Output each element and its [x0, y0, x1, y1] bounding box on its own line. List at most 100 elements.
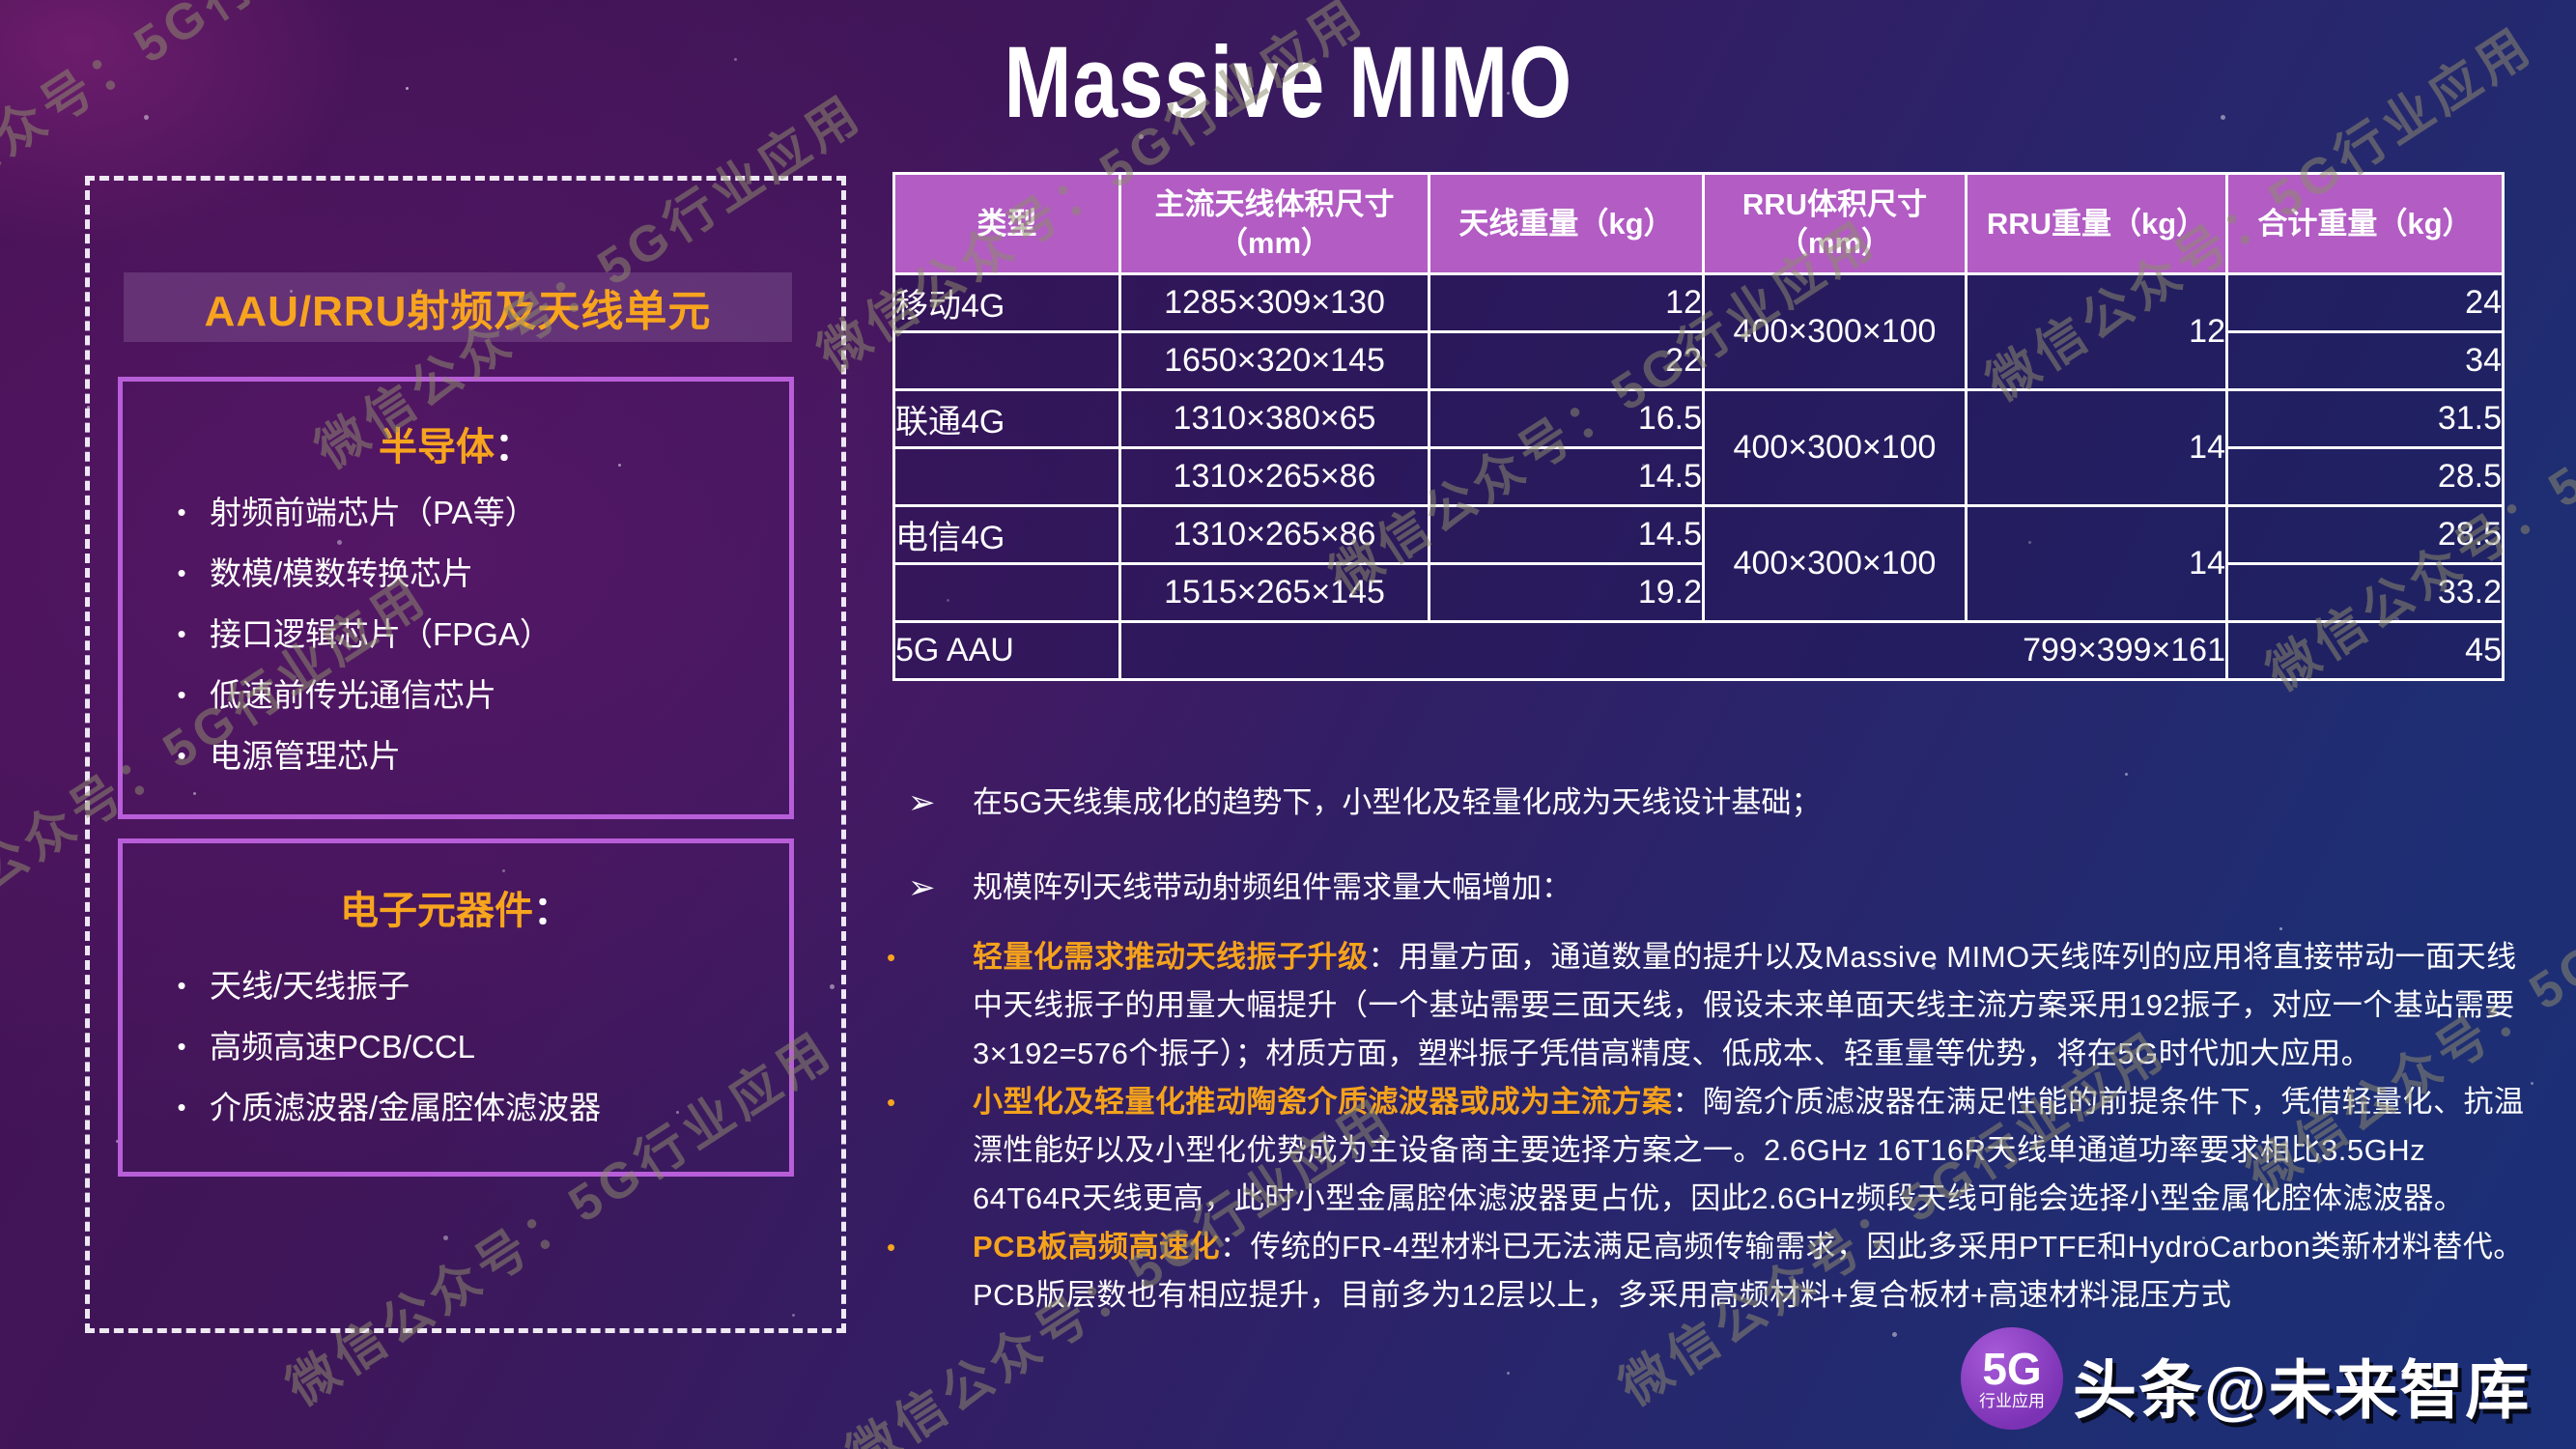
note-paragraph: PCB板高频高速化：传统的FR-4型材料已无法满足高频传输需求，因此多采用PTF… [973, 1223, 2527, 1320]
list-item-label: 接口逻辑芯片（FPGA） [210, 616, 552, 652]
components-list: • 天线/天线振子 • 高频高速PCB/CCL • 介质滤波器/金属腔体滤波器 [154, 955, 779, 1138]
table-header-row: 类型 主流天线体积尺寸（mm） 天线重量（kg） RRU体积尺寸（mm） RRU… [892, 172, 2505, 275]
components-title: 电子元器件： [123, 884, 789, 938]
page-title: Massive MIMO [0, 25, 2576, 141]
column-header-rru-size: RRU体积尺寸（mm） [1702, 172, 1967, 275]
note-body-text: ：用量方面，通道数量的提升以及Massive MIMO天线阵列的应用将直接带动一… [973, 940, 2517, 1070]
cell-rru-weight: 14 [1965, 388, 2228, 507]
bullet-icon: • [177, 741, 186, 770]
list-item-label: 高频高速PCB/CCL [210, 1029, 476, 1065]
list-item: • 电源管理芯片 [154, 725, 779, 786]
bullet-icon: • [887, 1088, 896, 1117]
note-dot-item: • PCB板高频高速化：传统的FR-4型材料已无法满足高频传输需求，因此多采用P… [885, 1223, 2527, 1320]
cell-antenna-weight: 14.5 [1428, 504, 1705, 565]
components-title-text: 电子元器件 [340, 890, 533, 932]
cell-rru-size: 400×300×100 [1702, 272, 1967, 391]
column-header-antenna-size: 主流天线体积尺寸（mm） [1118, 172, 1430, 275]
cell-type: 移动4G [892, 272, 1121, 333]
list-item: • 介质滤波器/金属腔体滤波器 [154, 1077, 779, 1138]
note-lead-text: PCB板高频高速化 [973, 1230, 1220, 1264]
note-dot-item: • 小型化及轻量化推动陶瓷介质滤波器或成为主流方案：陶瓷介质滤波器在满足性能的前… [885, 1078, 2527, 1223]
cell-total-weight: 33.2 [2225, 562, 2505, 623]
bullet-icon: • [887, 1233, 896, 1262]
logo-sub-text: 行业应用 [1979, 1392, 2045, 1410]
cell-total-weight: 28.5 [2225, 504, 2505, 565]
bullet-icon: • [887, 943, 896, 972]
left-panel-dashed-frame [85, 176, 846, 1333]
left-panel-header: AAU/RRU射频及天线单元 [124, 272, 792, 342]
cell-antenna-size: 1515×265×145 [1118, 562, 1430, 623]
page-title-text: Massive MIMO [1004, 26, 1572, 139]
table-row: 联通4G 1310×380×65 16.5 400×300×100 14 31.… [892, 388, 2505, 507]
column-header-total-weight: 合计重量（kg） [2225, 172, 2505, 275]
note-text: 在5G天线集成化的趋势下，小型化及轻量化成为天线设计基础； [973, 785, 1822, 819]
components-title-colon: ： [533, 890, 572, 932]
cell-antenna-size: 1650×320×145 [1118, 330, 1430, 391]
note-body-text: ：传统的FR-4型材料已无法满足高频传输需求，因此多采用PTFE和HydroCa… [973, 1230, 2524, 1312]
list-item-label: 数模/模数转换芯片 [210, 555, 474, 591]
table-row: 1650×320×145 22 34 [892, 330, 2505, 391]
note-arrow-item: ➢ 在5G天线集成化的趋势下，小型化及轻量化成为天线设计基础； [885, 779, 2527, 827]
cell-total-weight: 24 [2225, 272, 2505, 333]
bullet-icon: • [177, 558, 186, 587]
cell-antenna-size: 1285×309×130 [1118, 272, 1430, 333]
arrow-bullet-icon: ➢ [908, 784, 936, 821]
cell-antenna-weight: 22 [1428, 330, 1705, 391]
table-row: 1515×265×145 19.2 33.2 [892, 562, 2505, 623]
cell-rru-size: 400×300×100 [1702, 388, 1967, 507]
bullet-icon: • [177, 1093, 186, 1122]
list-item-label: 电源管理芯片 [210, 738, 401, 774]
list-item: • 高频高速PCB/CCL [154, 1016, 779, 1077]
cell-antenna-size: 1310×265×86 [1118, 504, 1430, 565]
note-paragraph: 轻量化需求推动天线振子升级：用量方面，通道数量的提升以及Massive MIMO… [973, 933, 2527, 1078]
cell-antenna-weight: 16.5 [1428, 388, 1705, 449]
cell-antenna-size: 1310×380×65 [1118, 388, 1430, 449]
components-box: 电子元器件： • 天线/天线振子 • 高频高速PCB/CCL • 介质滤波器/金属腔体… [118, 838, 794, 1177]
table-row: 5G AAU 799×399×161 45 [892, 620, 2505, 681]
cell-total-weight: 45 [2225, 620, 2505, 681]
table-row: 1310×265×86 14.5 28.5 [892, 446, 2505, 507]
list-item: • 低速前传光通信芯片 [154, 665, 779, 725]
bullet-icon: • [177, 680, 186, 709]
note-lead-text: 轻量化需求推动天线振子升级 [973, 940, 1369, 974]
bullet-icon: • [177, 1032, 186, 1061]
bullet-icon: • [177, 619, 186, 648]
table-row: 电信4G 1310×265×86 14.5 400×300×100 14 28.… [892, 504, 2505, 623]
cell-type: 联通4G [892, 388, 1121, 449]
note-arrow-item: ➢ 规模阵列天线带动射频组件需求量大幅增加： [885, 864, 2527, 912]
cell-rru-size: 400×300×100 [1702, 504, 1967, 623]
cell-type: 电信4G [892, 504, 1121, 565]
semiconductor-title: 半导体： [123, 420, 789, 474]
cell-total-weight: 28.5 [2225, 446, 2505, 507]
cell-merged-size: 799×399×161 [1118, 620, 2228, 681]
logo-5g-text: 5G [1982, 1344, 2042, 1394]
list-item: • 数模/模数转换芯片 [154, 543, 779, 604]
cell-antenna-weight: 12 [1428, 272, 1705, 333]
antenna-spec-table: 类型 主流天线体积尺寸（mm） 天线重量（kg） RRU体积尺寸（mm） RRU… [892, 172, 2505, 681]
list-item: • 接口逻辑芯片（FPGA） [154, 604, 779, 665]
credit-text: 头条@未来智库 [2073, 1354, 2532, 1426]
note-paragraph: 小型化及轻量化推动陶瓷介质滤波器或成为主流方案：陶瓷介质滤波器在满足性能的前提条… [973, 1078, 2527, 1223]
cell-total-weight: 31.5 [2225, 388, 2505, 449]
bullet-icon: • [177, 971, 186, 1000]
list-item: • 射频前端芯片（PA等） [154, 482, 779, 543]
cell-rru-weight: 12 [1965, 272, 2228, 391]
bullet-icon: • [177, 497, 186, 526]
cell-type [892, 330, 1121, 391]
arrow-bullet-icon: ➢ [908, 869, 936, 906]
cell-total-weight: 34 [2225, 330, 2505, 391]
semiconductor-title-colon: ： [495, 426, 533, 469]
column-header-type: 类型 [892, 172, 1121, 275]
cell-antenna-weight: 19.2 [1428, 562, 1705, 623]
list-item-label: 低速前传光通信芯片 [210, 677, 496, 713]
note-body-text: ：陶瓷介质滤波器在满足性能的前提条件下，凭借轻量化、抗温漂性能好以及小型化优势成… [973, 1085, 2525, 1215]
list-item-label: 射频前端芯片（PA等） [210, 495, 537, 530]
column-header-antenna-weight: 天线重量（kg） [1428, 172, 1705, 275]
list-item-label: 介质滤波器/金属腔体滤波器 [210, 1090, 602, 1125]
semiconductor-box: 半导体： • 射频前端芯片（PA等） • 数模/模数转换芯片 • 接口逻辑芯片（FPG… [118, 377, 794, 819]
list-item-label: 天线/天线振子 [210, 968, 410, 1004]
5g-industry-logo: 5G 行业应用 [1961, 1327, 2063, 1430]
column-header-rru-weight: RRU重量（kg） [1965, 172, 2228, 275]
cell-rru-weight: 14 [1965, 504, 2228, 623]
